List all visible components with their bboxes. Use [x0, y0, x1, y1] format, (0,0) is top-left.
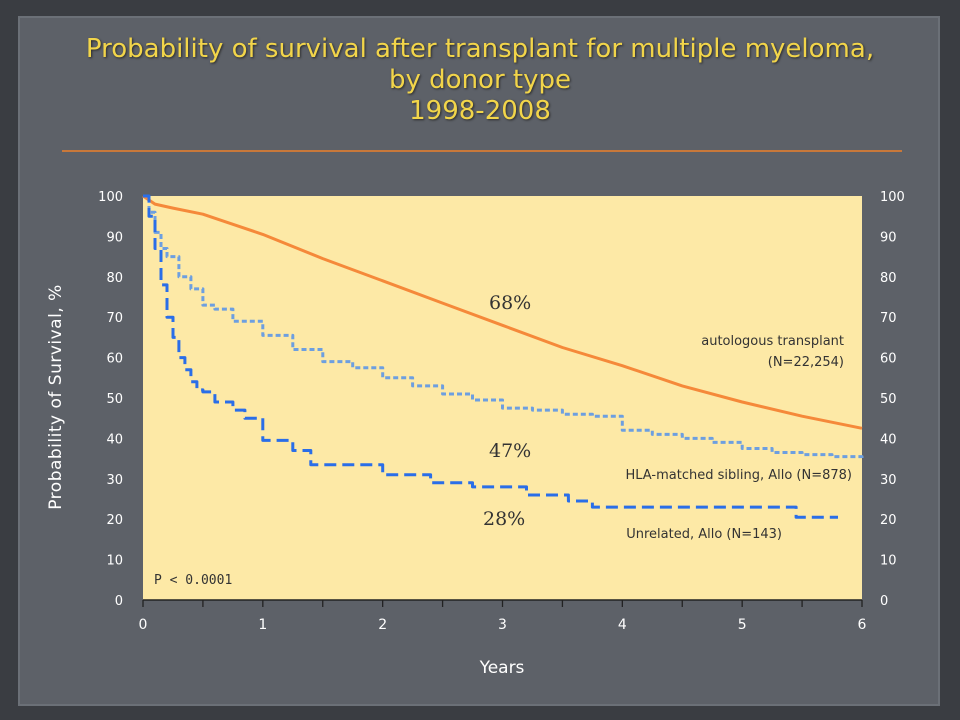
x-tick-label: 3 — [498, 617, 507, 633]
y-tick-label-left: 40 — [106, 432, 123, 447]
slide-title: Probability of survival after transplant… — [0, 34, 960, 127]
series-label-autologous-line-1: autologous transplant — [701, 334, 844, 349]
y-tick-label-left: 10 — [106, 554, 123, 569]
x-tick-label: 1 — [258, 617, 267, 633]
y-tick-label-right: 0 — [880, 594, 888, 609]
title-line-3: 1998-2008 — [409, 96, 551, 126]
unrelated-curve — [143, 194, 838, 519]
title-line-2: by donor type — [389, 65, 571, 95]
x-axis-title: Years — [479, 658, 525, 678]
y-tick-label-right: 90 — [880, 230, 897, 245]
title-line-1: Probability of survival after transplant… — [85, 34, 875, 64]
y-tick-label-left: 90 — [106, 230, 123, 245]
x-tick-label: 6 — [858, 617, 867, 633]
series-label-autologous-line-2: (N=22,254) — [768, 355, 844, 370]
y-tick-label-left: 100 — [98, 190, 123, 205]
y-tick-label-right: 30 — [880, 473, 897, 488]
series-label-sibling: HLA-matched sibling, Allo (N=878) — [625, 468, 852, 483]
y-tick-label-left: 60 — [106, 352, 123, 367]
y-tick-label-right: 70 — [880, 311, 897, 326]
annotation-28-percent: 28% — [483, 508, 525, 530]
plot-area — [143, 196, 862, 600]
x-tick-label: 5 — [738, 617, 747, 633]
y-tick-label-left: 20 — [106, 513, 123, 528]
y-tick-label-right: 40 — [880, 432, 897, 447]
y-tick-label-right: 100 — [880, 190, 905, 205]
y-tick-label-left: 70 — [106, 311, 123, 326]
x-tick-label: 0 — [139, 617, 148, 633]
y-tick-label-right: 10 — [880, 554, 897, 569]
autologous-curve — [142, 194, 863, 430]
y-tick-label-right: 50 — [880, 392, 897, 407]
series-label-unrelated: Unrelated, Allo (N=143) — [626, 527, 782, 542]
x-tick-label: 4 — [618, 617, 627, 633]
y-tick-label-left: 50 — [106, 392, 123, 407]
y-tick-label-right: 20 — [880, 513, 897, 528]
y-tick-label-right: 60 — [880, 352, 897, 367]
sibling-curve — [143, 194, 864, 459]
y-tick-label-left: 30 — [106, 473, 123, 488]
y-tick-label-left: 0 — [115, 594, 123, 609]
p-value-label: P < 0.0001 — [154, 573, 232, 588]
y-tick-label-right: 80 — [880, 271, 897, 286]
x-tick-label: 2 — [378, 617, 387, 633]
annotation-68-percent: 68% — [489, 292, 531, 314]
y-tick-label-left: 80 — [106, 271, 123, 286]
title-underline — [62, 150, 902, 152]
series-layer — [142, 194, 864, 519]
y-axis-title: Probability of Survival, % — [46, 284, 66, 510]
annotation-47-percent: 47% — [489, 440, 531, 462]
